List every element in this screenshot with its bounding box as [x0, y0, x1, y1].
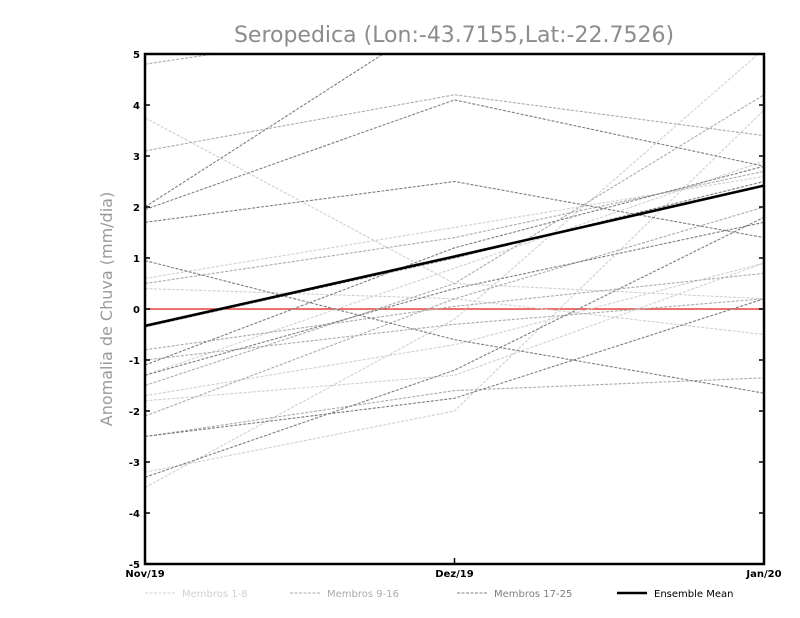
member-line-g3-7 [145, 165, 764, 366]
y-tick-label: -1 [129, 356, 140, 367]
member-line-g1-7 [145, 288, 764, 336]
member-line-g1-1 [145, 117, 764, 300]
member-line-g3-5 [145, 216, 764, 478]
member-line-g1-3 [145, 262, 764, 402]
chart-title: Seropedica (Lon:-43.7155,Lat:-22.7526) [234, 23, 674, 48]
member-line-g2-6 [145, 206, 764, 417]
member-line-g3-8 [145, 221, 764, 376]
member-line-g3-2 [145, 180, 764, 239]
member-line-g2-2 [145, 377, 764, 438]
y-tick-label: 4 [133, 101, 140, 112]
y-tick-label: -2 [129, 407, 140, 418]
member-line-g1-8 [145, 160, 764, 376]
y-tick-label: 0 [133, 305, 140, 316]
legend-label: Membros 9-16 [327, 589, 399, 600]
member-line-g1-6 [145, 262, 764, 397]
y-tick-label: 1 [133, 254, 140, 265]
legend-label: Ensemble Mean [654, 589, 733, 600]
member-line-g3-4 [145, 260, 764, 394]
member-line-g1-5 [145, 54, 759, 488]
member-line-g3-1 [145, 99, 764, 211]
y-tick-label: -3 [129, 458, 140, 469]
x-tick-label: Nov/19 [125, 569, 164, 580]
y-tick-label: -4 [129, 509, 140, 520]
y-tick-label: -5 [129, 560, 140, 571]
member-line-g2-3 [145, 170, 764, 285]
member-line-g3-6 [145, 298, 764, 438]
member-line-g2-5 [145, 94, 764, 387]
legend-label: Membros 17-25 [494, 589, 572, 600]
x-tick-label: Jan/20 [745, 569, 781, 580]
member-line-g3-3 [145, 54, 385, 208]
series-lines [145, 54, 764, 488]
x-tick-label: Dez/19 [435, 569, 474, 580]
legend-label: Membros 1-8 [182, 589, 248, 600]
y-tick-label: 3 [133, 152, 140, 163]
axes: -5 -4 -3 -2 -1 0 1 2 3 4 5 Nov/19 Dez/19 Jan/20 [125, 50, 781, 580]
ensemble-mean-line [145, 184, 764, 328]
y-axis-label: Anomalia de Chuva (mm/dia) [97, 192, 116, 426]
y-tick-label: 5 [133, 50, 140, 61]
legend: Membros 1-8 Membros 9-16 Membros 17-25 Ense… [145, 589, 733, 600]
y-tick-label: 2 [133, 203, 140, 214]
member-line-g2-1 [145, 94, 764, 152]
member-line-g2-7 [145, 272, 764, 351]
member-line-g2-4 [145, 298, 764, 361]
